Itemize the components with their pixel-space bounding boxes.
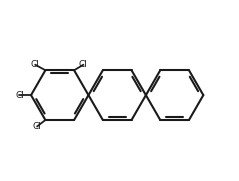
Text: Cl: Cl: [31, 60, 40, 69]
Text: Cl: Cl: [33, 122, 42, 131]
Text: Cl: Cl: [79, 60, 88, 69]
Text: Cl: Cl: [15, 91, 24, 100]
